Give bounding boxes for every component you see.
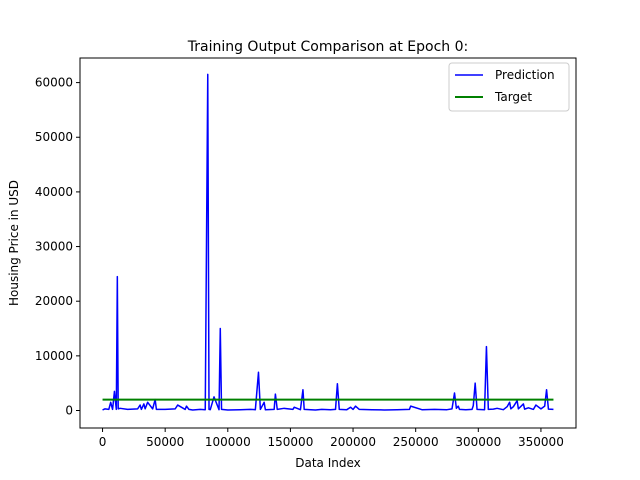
y-tick-label: 60000 [35, 76, 73, 90]
y-tick-label: 50000 [35, 130, 73, 144]
x-axis: 0 50000 100000 150000 200000 250000 300000 3500… [99, 428, 564, 449]
chart-title: Training Output Comparison at Epoch 0: [187, 39, 469, 55]
y-axis-label: Housing Price in USD [7, 180, 21, 306]
x-tick-label: 150000 [268, 435, 314, 449]
y-tick-label: 20000 [35, 294, 73, 308]
x-tick-label: 250000 [393, 435, 439, 449]
y-tick-label: 30000 [35, 240, 73, 254]
y-tick-label: 40000 [35, 185, 73, 199]
x-axis-label: Data Index [295, 456, 361, 470]
legend-label-prediction: Prediction [495, 68, 555, 82]
x-tick-label: 200000 [330, 435, 376, 449]
y-tick-label: 10000 [35, 349, 73, 363]
series-layer [102, 73, 554, 411]
plot-frame [79, 57, 577, 429]
x-tick-label: 50000 [146, 435, 184, 449]
x-tick-label: 300000 [455, 435, 501, 449]
legend-label-target: Target [494, 90, 532, 104]
y-axis: 0 10000 20000 30000 40000 50000 60000 [35, 76, 80, 418]
y-tick-label: 0 [65, 404, 73, 418]
x-tick-label: 0 [99, 435, 107, 449]
x-tick-label: 350000 [518, 435, 564, 449]
x-tick-label: 100000 [205, 435, 251, 449]
legend: Prediction Target [448, 62, 570, 112]
